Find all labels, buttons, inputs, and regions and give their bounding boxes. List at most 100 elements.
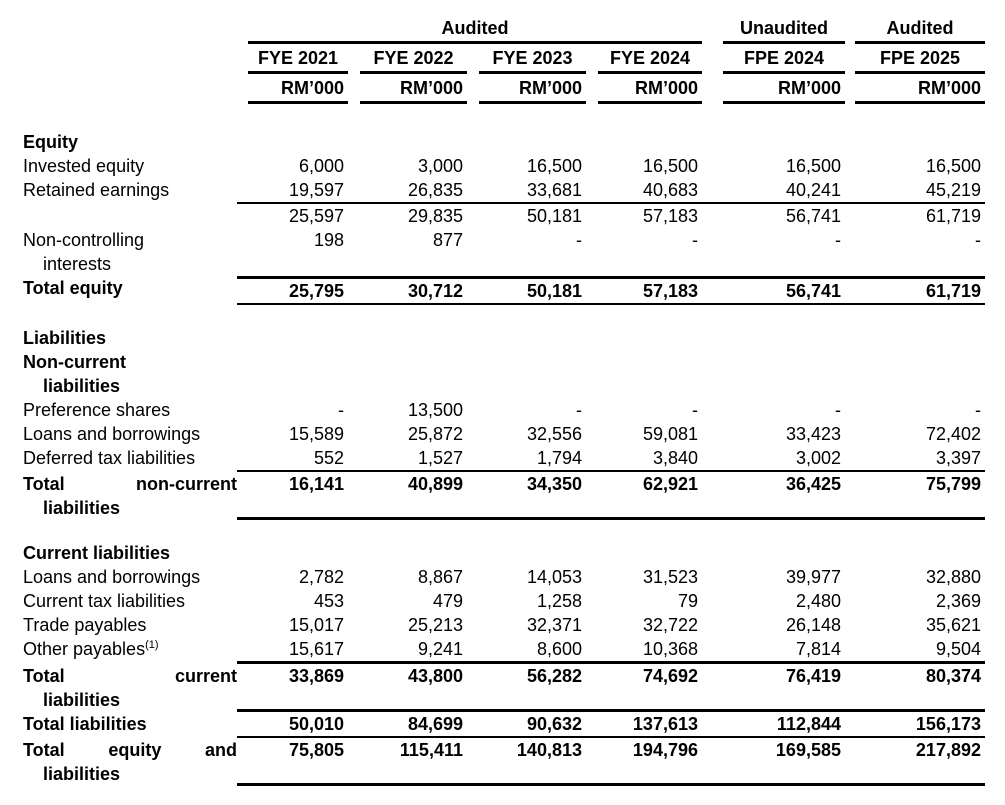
row-values: - 13,500 - - - - — [237, 398, 985, 422]
row-values: 25,597 29,835 50,181 57,183 56,741 61,719 — [237, 204, 985, 228]
value-cell: 877 — [432, 230, 463, 250]
row-label: Preference shares — [23, 398, 237, 422]
row-values: 15,617 9,241 8,600 10,368 7,814 9,504 — [237, 637, 985, 664]
row-values: 198 877 - - - - — [237, 228, 985, 276]
value-cell: 56,282 — [526, 666, 582, 686]
value-cell: 9,241 — [417, 639, 463, 659]
value-cell: 75,805 — [288, 740, 344, 760]
value-cell: 2,480 — [795, 591, 841, 611]
row-values: 2,782 8,867 14,053 31,523 39,977 32,880 — [237, 565, 985, 589]
row-label-line: Trade payables — [23, 615, 147, 635]
row-label-line: Total non-current — [23, 474, 237, 494]
table-row: Current tax liabilities 453 479 1,258 79 2,48… — [23, 589, 985, 613]
row-label-line: liabilities — [43, 690, 121, 710]
value-cell: 43,800 — [407, 666, 463, 686]
value-cell: 72,402 — [925, 424, 981, 444]
value-cell: 33,869 — [288, 666, 344, 686]
row-label: Loans and borrowings — [23, 422, 237, 446]
row-label: Total equity — [23, 276, 237, 305]
row-label-line: Non-controlling — [23, 230, 145, 250]
value-cell: 35,621 — [925, 615, 981, 635]
value-cell: 8,867 — [417, 567, 463, 587]
value-cell: 61,719 — [925, 206, 981, 226]
column-header: FPE 2024 — [723, 46, 845, 74]
value-cell: 9,504 — [935, 639, 981, 659]
row-label-line: Loans and borrowings — [23, 424, 201, 444]
row-label-line: Preference shares — [23, 400, 171, 420]
row-values: 552 1,527 1,794 3,840 3,002 3,397 — [237, 446, 985, 472]
row-values — [237, 326, 985, 350]
value-cell: 32,722 — [642, 615, 698, 635]
unit-header-row: RM’000 RM’000 RM’000 RM’000 RM’000 RM’000 — [23, 74, 985, 104]
value-cell: 137,613 — [632, 714, 698, 734]
column-group-cells: Audited Unaudited Audited — [237, 16, 985, 44]
row-values: 25,795 30,712 50,181 57,183 56,741 61,719 — [237, 276, 985, 305]
value-cell: 32,880 — [925, 567, 981, 587]
value-cell: 79 — [677, 591, 698, 611]
value-cell: 50,010 — [288, 714, 344, 734]
value-cell: - — [692, 400, 698, 420]
value-cell: 74,692 — [642, 666, 698, 686]
row-label-line: Deferred tax liabilities — [23, 448, 196, 468]
column-header: FYE 2022 — [360, 46, 467, 74]
row-label-line: Equity — [23, 132, 79, 152]
total-row: Total liabilities 50,010 84,699 90,632 137,6… — [23, 712, 985, 738]
column-header: FPE 2025 — [855, 46, 985, 74]
row-values — [237, 541, 985, 565]
value-cell: 19,597 — [288, 180, 344, 200]
table-row: 25,597 29,835 50,181 57,183 56,741 61,719 — [23, 204, 985, 228]
row-label: Invested equity — [23, 154, 237, 178]
value-cell: 479 — [432, 591, 463, 611]
unit-header: RM’000 — [479, 76, 586, 104]
value-cell: 198 — [313, 230, 344, 250]
value-cell: 1,258 — [536, 591, 582, 611]
financial-position-table-page: Audited Unaudited Audited FYE 2021 FYE 2022… — [23, 16, 985, 786]
footnote-marker: (1) — [145, 639, 159, 651]
value-cell: 33,423 — [785, 424, 841, 444]
section-row: Equity — [23, 130, 985, 154]
value-cell: 31,523 — [642, 567, 698, 587]
value-cell: 13,500 — [407, 400, 463, 420]
table-row: Invested equity 6,000 3,000 16,500 16,500 16,… — [23, 154, 985, 178]
row-label: Other payables(1) — [23, 637, 237, 664]
value-cell: 90,632 — [526, 714, 582, 734]
value-cell: 45,219 — [925, 180, 981, 200]
value-cell: 140,813 — [516, 740, 582, 760]
value-cell: 15,617 — [288, 639, 344, 659]
financial-table: Audited Unaudited Audited FYE 2021 FYE 2022… — [23, 16, 985, 786]
section-row: Current liabilities — [23, 541, 985, 565]
spacer-row — [23, 520, 985, 541]
total-row: Total equity and liabilities 75,805 115,411… — [23, 738, 985, 786]
row-label-line: Current tax liabilities — [23, 591, 186, 611]
value-cell: 7,814 — [795, 639, 841, 659]
value-cell: 36,425 — [785, 474, 841, 494]
row-label: Total liabilities — [23, 712, 237, 738]
value-cell: 16,500 — [526, 156, 582, 176]
spacer-row — [23, 305, 985, 326]
unit-header: RM’000 — [248, 76, 348, 104]
row-label-line: Liabilities — [23, 328, 107, 348]
value-cell: - — [835, 230, 841, 250]
value-cell: 25,597 — [288, 206, 344, 226]
column-header: FYE 2021 — [248, 46, 348, 74]
value-cell: 2,369 — [935, 591, 981, 611]
value-cell: 217,892 — [915, 740, 981, 760]
value-cell: 40,241 — [785, 180, 841, 200]
column-header: FYE 2023 — [479, 46, 586, 74]
value-cell: 10,368 — [642, 639, 698, 659]
value-cell: 50,181 — [526, 206, 582, 226]
value-cell: 32,371 — [526, 615, 582, 635]
row-label-line: Other payables(1) — [23, 637, 237, 661]
value-cell: 39,977 — [785, 567, 841, 587]
value-cell: 16,500 — [785, 156, 841, 176]
row-values — [237, 350, 985, 398]
value-cell: 80,374 — [925, 666, 981, 686]
row-label-line: Retained earnings — [23, 180, 170, 200]
column-header-row: FYE 2021 FYE 2022 FYE 2023 FYE 2024 FPE 2024… — [23, 44, 985, 74]
row-label-line: liabilities — [43, 498, 121, 518]
unit-header: RM’000 — [855, 76, 985, 104]
row-label: Liabilities — [23, 326, 237, 350]
value-cell: 30,712 — [407, 281, 463, 301]
table-row: Loans and borrowings 2,782 8,867 14,053 31,5… — [23, 565, 985, 589]
value-cell: 3,002 — [795, 448, 841, 468]
